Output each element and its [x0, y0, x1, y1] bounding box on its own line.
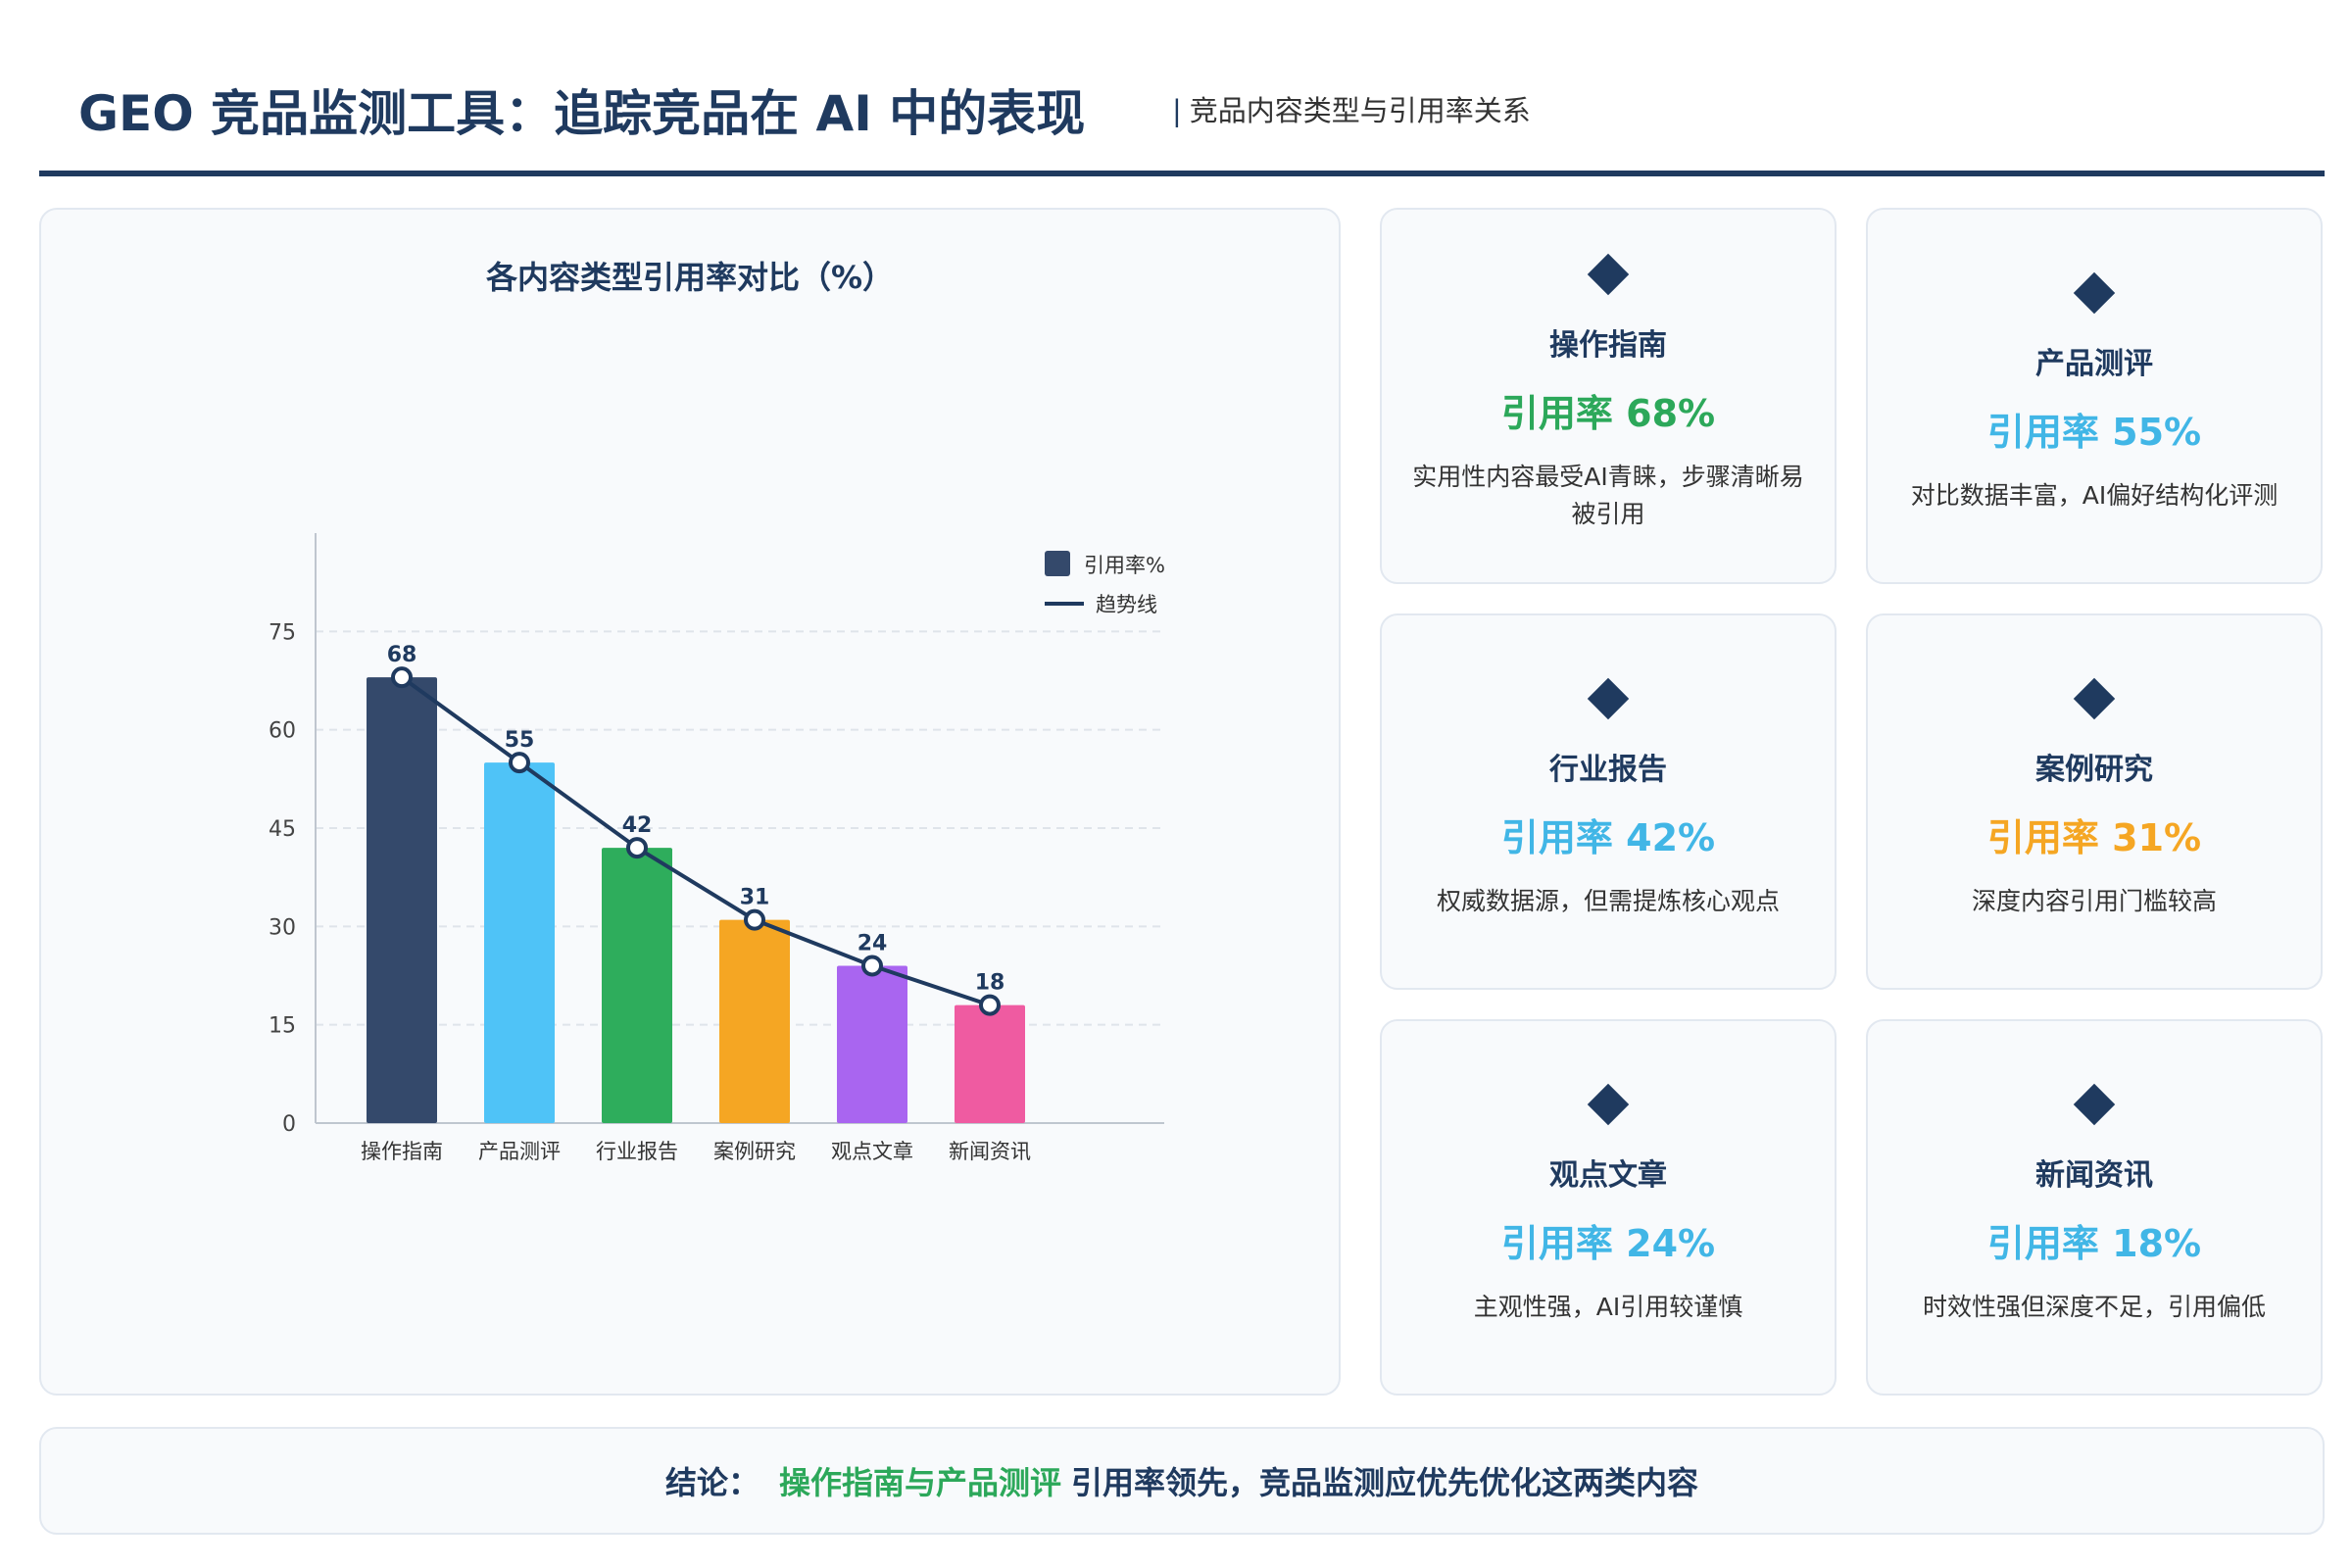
trend-point [744, 908, 765, 931]
x-tick-label: 案例研究 [713, 1140, 796, 1163]
card-desc: 深度内容引用门槛较高 [1971, 886, 2217, 915]
legend-line-label: 趋势线 [1096, 593, 1157, 616]
bar [955, 1004, 1025, 1123]
data-label: 24 [858, 931, 888, 956]
diamond-icon [1587, 253, 1630, 295]
card-news: 新闻资讯 引用率 18% 时效性强但深度不足，引用偏低 [1866, 1019, 2323, 1396]
card-desc: 权威数据源，但需提炼核心观点 [1436, 886, 1780, 915]
card-desc: 时效性强但深度不足，引用偏低 [1922, 1292, 2266, 1321]
page-header: GEO 竞品监测工具：追踪竞品在 AI 中的表现 竞品内容类型与引用率关系 [39, 67, 2325, 176]
y-tick-label: 60 [269, 719, 296, 744]
card-rate: 引用率 42% [1500, 815, 1716, 859]
card-case-study: 案例研究 引用率 31% 深度内容引用门槛较高 [1866, 613, 2323, 990]
trend-point [861, 955, 883, 977]
bar [602, 848, 672, 1123]
trend-point [509, 752, 530, 774]
card-rate: 引用率 18% [1986, 1221, 2202, 1265]
y-tick-label: 15 [269, 1014, 296, 1039]
card-operation-guide: 操作指南 引用率 68% 实用性内容最受AI青睐，步骤清晰易被引用 [1380, 208, 1837, 584]
x-tick-label: 观点文章 [831, 1140, 913, 1163]
card-opinion-article: 观点文章 引用率 24% 主观性强，AI引用较谨慎 [1380, 1019, 1837, 1396]
y-tick-label: 30 [269, 915, 296, 940]
card-product-review: 产品测评 引用率 55% 对比数据丰富，AI偏好结构化评测 [1866, 208, 2323, 584]
card-name: 新闻资讯 [2035, 1157, 2153, 1193]
bar-chart: 0 15 30 45 60 75 操作指南 产品测评 行业报告 案例研究 观点文章 新闻资讯 68 55 4… [269, 533, 1165, 1163]
x-tick-label: 新闻资讯 [949, 1140, 1031, 1163]
diamond-icon [2073, 1083, 2116, 1125]
trend-line [400, 675, 991, 1007]
card-rate: 引用率 55% [1986, 410, 2202, 454]
trend-point [979, 994, 1001, 1016]
diamond-icon [1587, 1083, 1630, 1125]
card-name: 产品测评 [2035, 346, 2153, 381]
data-label: 42 [622, 813, 653, 838]
diamond-icon [2073, 677, 2116, 719]
card-rate: 引用率 24% [1500, 1221, 1716, 1265]
card-rate: 引用率 31% [1986, 815, 2202, 859]
card-name: 案例研究 [2035, 752, 2153, 787]
bar [719, 919, 790, 1123]
card-industry-report: 行业报告 引用率 42% 权威数据源，但需提炼核心观点 [1380, 613, 1837, 990]
data-label: 31 [740, 886, 770, 910]
card-desc: 主观性强，AI引用较谨慎 [1473, 1292, 1743, 1321]
x-tick-label: 产品测评 [478, 1140, 561, 1163]
y-tick-label: 45 [269, 817, 296, 842]
y-tick-label: 0 [282, 1112, 296, 1137]
card-name: 操作指南 [1549, 327, 1667, 363]
x-tick-label: 操作指南 [361, 1140, 443, 1163]
diamond-icon [1587, 677, 1630, 719]
card-name: 观点文章 [1549, 1157, 1667, 1193]
data-label: 55 [505, 728, 535, 753]
card-rate: 引用率 68% [1500, 391, 1716, 435]
card-name: 行业报告 [1549, 752, 1667, 787]
bar [484, 762, 555, 1123]
conclusion-highlight: 操作指南与产品测评 [778, 1464, 1061, 1501]
page-title: GEO 竞品监测工具：追踪竞品在 AI 中的表现 [78, 85, 1086, 142]
data-label: 18 [975, 971, 1005, 996]
diamond-icon [2073, 271, 2116, 314]
x-tick-label: 行业报告 [596, 1140, 678, 1163]
trend-point [626, 837, 648, 859]
conclusion-bar: 结论： 操作指南与产品测评 引用率领先，竞品监测应优先优化这两类内容 [39, 1427, 2325, 1535]
bar [367, 677, 437, 1123]
page-subtitle: 竞品内容类型与引用率关系 [1172, 88, 1531, 129]
bar [837, 965, 907, 1123]
data-label: 68 [387, 643, 417, 667]
trend-point [391, 666, 413, 689]
card-desc: 对比数据丰富，AI偏好结构化评测 [1910, 480, 2278, 510]
legend-bar-label: 引用率% [1084, 554, 1165, 577]
conclusion-label: 结论： [664, 1464, 760, 1501]
card-desc: 实用性内容最受AI青睐，步骤清晰易被引用 [1412, 462, 1804, 528]
legend-bar-swatch [1045, 551, 1070, 576]
conclusion-text: 引用率领先，竞品监测应优先优化这两类内容 [1071, 1464, 1699, 1501]
chart-panel: 各内容类型引用率对比（%） 0 15 30 45 60 75 操作指南 产品测评 行业报告 案例研… [39, 208, 1341, 1396]
y-tick-label: 75 [269, 620, 296, 645]
chart-title: 各内容类型引用率对比（%） [485, 259, 895, 296]
